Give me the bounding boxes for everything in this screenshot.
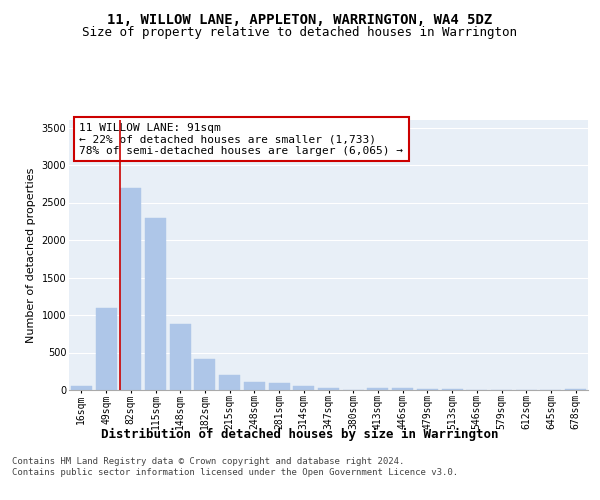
Text: Contains HM Land Registry data © Crown copyright and database right 2024.
Contai: Contains HM Land Registry data © Crown c… — [12, 458, 458, 477]
Bar — [442, 389, 463, 390]
Bar — [95, 308, 116, 390]
Bar — [194, 359, 215, 390]
Bar — [565, 388, 586, 390]
Bar — [120, 188, 141, 390]
Bar — [392, 388, 413, 390]
Y-axis label: Number of detached properties: Number of detached properties — [26, 168, 36, 342]
Text: Size of property relative to detached houses in Warrington: Size of property relative to detached ho… — [83, 26, 517, 39]
Text: 11, WILLOW LANE, APPLETON, WARRINGTON, WA4 5DZ: 11, WILLOW LANE, APPLETON, WARRINGTON, W… — [107, 12, 493, 26]
Bar — [219, 376, 240, 390]
Bar — [417, 389, 438, 390]
Bar — [170, 324, 191, 390]
Bar — [318, 388, 339, 390]
Text: 11 WILLOW LANE: 91sqm
← 22% of detached houses are smaller (1,733)
78% of semi-d: 11 WILLOW LANE: 91sqm ← 22% of detached … — [79, 122, 403, 156]
Bar — [244, 382, 265, 390]
Bar — [367, 388, 388, 390]
Bar — [293, 386, 314, 390]
Bar — [71, 386, 92, 390]
Text: Distribution of detached houses by size in Warrington: Distribution of detached houses by size … — [101, 428, 499, 440]
Bar — [145, 218, 166, 390]
Bar — [269, 382, 290, 390]
